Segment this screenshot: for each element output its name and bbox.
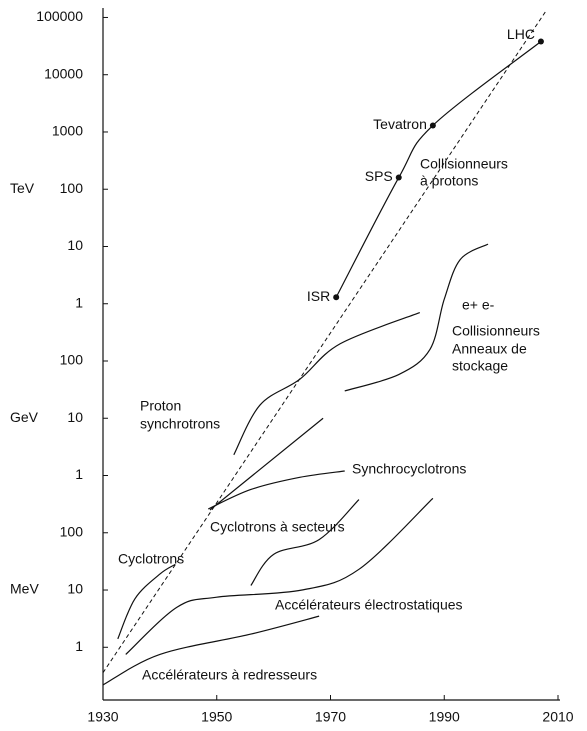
y-tick-label: 10 — [67, 409, 83, 425]
point — [395, 174, 402, 181]
axis-unit: MeV — [10, 581, 39, 597]
axis-unit: TeV — [10, 180, 35, 196]
annotation: Synchrocyclotrons — [352, 461, 466, 477]
y-tick-label: 1000 — [52, 123, 83, 139]
annotation: Accélérateurs à redresseurs — [142, 667, 317, 683]
y-tick-label: 1 — [75, 294, 83, 310]
x-tick-label: 1930 — [87, 709, 118, 725]
y-tick-label: 10 — [67, 581, 83, 597]
point — [333, 294, 340, 301]
annotation: Proton — [140, 398, 181, 414]
annotation: Collisionneurs — [452, 323, 540, 339]
series-line — [102, 615, 320, 686]
series-line — [344, 243, 489, 392]
point-label: ISR — [307, 288, 330, 304]
y-tick-label: 10 — [67, 237, 83, 253]
y-tick-label: 1 — [75, 466, 83, 482]
y-tick-label: 100 — [60, 180, 84, 196]
y-tick-label: 100 — [60, 352, 84, 368]
y-tick-label: 1 — [75, 638, 83, 654]
y-tick-label: 10000 — [44, 65, 83, 81]
series-line — [335, 41, 542, 298]
annotation: stockage — [452, 358, 508, 374]
x-tick-label: 1990 — [429, 709, 460, 725]
annotation: Cyclotrons à secteurs — [210, 519, 345, 535]
axis-unit: GeV — [10, 409, 39, 425]
x-tick-label: 1970 — [315, 709, 346, 725]
point — [537, 38, 544, 45]
x-tick-label: 1950 — [201, 709, 232, 725]
series-line — [250, 499, 360, 586]
annotation: Cyclotrons — [118, 551, 184, 567]
y-tick-label: 100000 — [36, 8, 83, 24]
point — [429, 122, 436, 129]
annotation: Collisionneurs — [420, 156, 508, 172]
annotation: Accélérateurs électrostatiques — [275, 597, 463, 613]
annotation: Anneaux de — [452, 341, 527, 357]
annotation: à protons — [420, 173, 478, 189]
annotation: synchrotrons — [140, 416, 220, 432]
series-line — [209, 312, 421, 511]
series-line — [125, 497, 434, 655]
annotation: e+ e- — [462, 297, 495, 313]
series-line — [207, 470, 345, 510]
y-tick-label: 100 — [60, 523, 84, 539]
x-tick-label: 2010 — [542, 709, 573, 725]
point-label: Tevatron — [373, 116, 427, 132]
series-line — [117, 563, 176, 640]
point-label: SPS — [365, 168, 393, 184]
point-label: LHC — [507, 26, 535, 42]
